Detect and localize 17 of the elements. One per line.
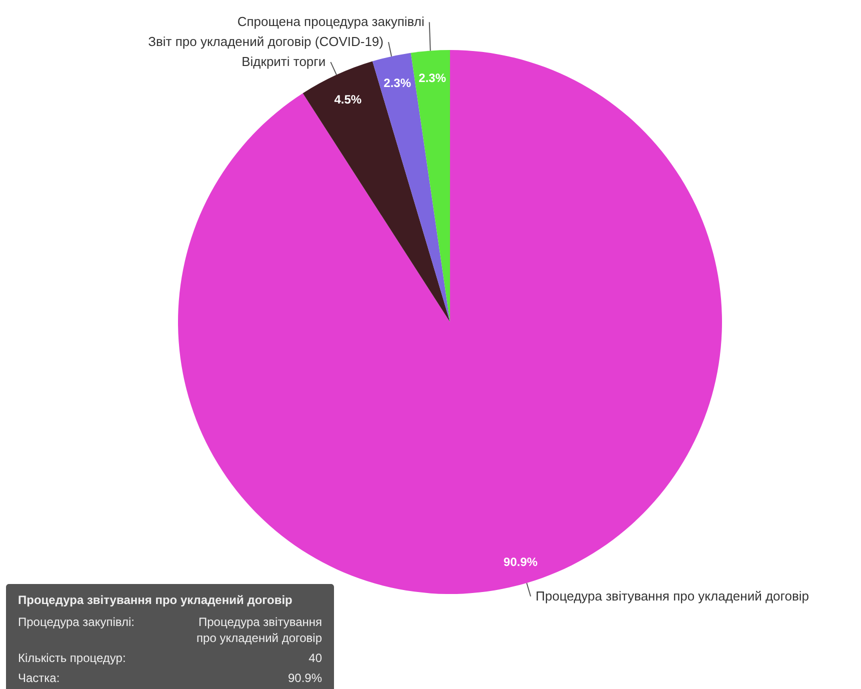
data-label: 2.3%	[418, 70, 446, 85]
slice-label: Звіт про укладений договір (COVID-19)	[148, 34, 384, 50]
slice-label: Процедура звітування про укладений договір	[536, 588, 809, 604]
pie-slice	[410, 50, 450, 322]
pie-slice	[372, 52, 450, 322]
text: Кількість процедур:	[18, 651, 126, 665]
data-label: 2.3%	[384, 76, 412, 90]
text: Процедура закупівлі:	[18, 615, 134, 629]
slice-label: Відкриті торги	[242, 54, 326, 70]
text: Частка:	[18, 671, 60, 685]
data-label: 90.9%	[504, 555, 538, 570]
text: Процедура звітування про укладений договір	[196, 615, 322, 645]
text: Процедура звітування про укладений договір	[18, 593, 292, 607]
text: 40	[308, 651, 322, 665]
text: 90.9%	[288, 671, 322, 685]
data-label: 4.5%	[334, 92, 362, 107]
slice-label: Спрощена процедура закупівлі	[237, 14, 424, 30]
